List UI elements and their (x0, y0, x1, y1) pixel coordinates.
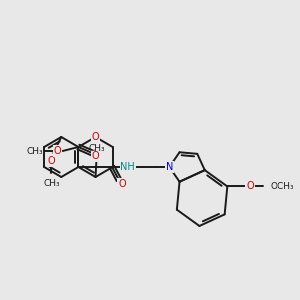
Text: O: O (54, 146, 61, 156)
Text: O: O (48, 156, 55, 166)
Text: OCH₃: OCH₃ (271, 182, 295, 191)
Text: O: O (118, 179, 126, 189)
Text: O: O (92, 132, 99, 142)
Text: CH₃: CH₃ (43, 179, 60, 188)
Text: O: O (92, 151, 99, 161)
Text: CH₃: CH₃ (88, 144, 105, 153)
Text: NH: NH (120, 162, 135, 172)
Text: N: N (166, 162, 173, 172)
Text: CH₃: CH₃ (26, 146, 43, 155)
Text: O: O (246, 182, 254, 191)
